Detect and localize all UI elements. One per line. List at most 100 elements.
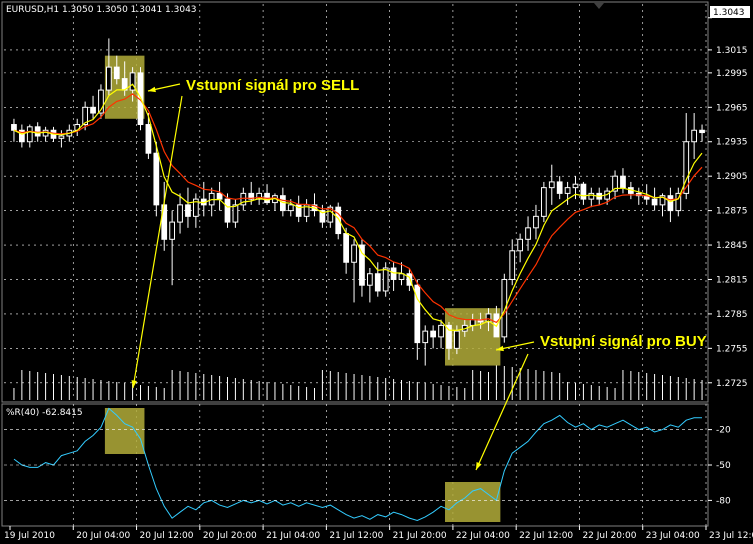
time-tick-label: 19 Jul 2010 bbox=[4, 531, 55, 541]
price-panel-frame bbox=[1, 1, 709, 403]
candle-bear bbox=[216, 192, 223, 200]
candle-bull bbox=[98, 89, 104, 114]
candle-bear bbox=[113, 66, 120, 80]
candle-bear bbox=[18, 129, 25, 143]
candle-bear bbox=[34, 126, 41, 137]
current-price-box bbox=[710, 6, 750, 18]
current-price-text: 1.3043 bbox=[713, 8, 745, 18]
price-tick-label: 1.2965 bbox=[716, 103, 748, 113]
candle-bear bbox=[145, 124, 152, 154]
candle-bear bbox=[406, 273, 413, 286]
candle-bear bbox=[430, 330, 437, 338]
price-tick-label: 1.3015 bbox=[716, 46, 748, 56]
price-tick-label: 1.2905 bbox=[716, 172, 748, 182]
candle-bear bbox=[390, 267, 397, 280]
candle-bear bbox=[359, 244, 365, 286]
time-tick-label: 23 Jul 12:00 bbox=[709, 531, 753, 541]
candle-bear bbox=[343, 233, 350, 263]
price-tick-label: 1.2995 bbox=[716, 69, 748, 79]
wpr-line bbox=[13, 407, 702, 522]
time-tick-label: 20 Jul 12:00 bbox=[140, 531, 194, 541]
time-tick-label: 21 Jul 04:00 bbox=[266, 531, 320, 541]
candle-bear bbox=[651, 198, 658, 206]
candle-bull bbox=[659, 195, 666, 206]
candle-bear bbox=[620, 175, 626, 189]
sell-arrow-indicator bbox=[132, 95, 183, 389]
candle-bull bbox=[169, 221, 176, 240]
candle-bull bbox=[572, 183, 579, 189]
price-tick-label: 1.2755 bbox=[716, 344, 748, 354]
candle-bear bbox=[90, 106, 96, 114]
buy-indicator-zone bbox=[445, 482, 501, 522]
buy-signal-annotation: Vstupní signál pro BUY bbox=[540, 333, 707, 350]
price-tick-label: 1.2725 bbox=[716, 379, 748, 389]
candle-bull bbox=[438, 324, 444, 338]
candle-bull bbox=[548, 181, 555, 189]
volume-bars bbox=[13, 365, 703, 400]
candle-bear bbox=[580, 183, 587, 200]
candle-bear bbox=[248, 192, 255, 200]
candle-bull bbox=[691, 129, 698, 143]
time-tick-label: 21 Jul 12:00 bbox=[329, 531, 383, 541]
williams-r-line bbox=[13, 407, 702, 522]
candle-bear bbox=[556, 181, 563, 194]
time-tick-label: 21 Jul 20:00 bbox=[393, 531, 447, 541]
candle-bull bbox=[533, 215, 539, 229]
candle-bear bbox=[319, 210, 326, 223]
candle-bear bbox=[224, 198, 231, 223]
candle-bull bbox=[501, 278, 508, 338]
sell-arrow-price-head bbox=[148, 86, 156, 93]
candle-bull bbox=[366, 273, 373, 286]
candle-bull bbox=[382, 267, 389, 292]
candle-bull bbox=[256, 192, 263, 200]
price-axis[interactable]: 1.3015 1.2995 1.2965 1.2935 1.2905 1.2875 1.28… bbox=[708, 17, 748, 389]
candle-bull bbox=[287, 204, 294, 212]
time-tick-label: 22 Jul 12:00 bbox=[519, 531, 573, 541]
time-tick-label: 22 Jul 04:00 bbox=[456, 531, 510, 541]
candle-bull bbox=[105, 66, 112, 91]
candle-bull bbox=[351, 244, 357, 263]
candle-bull bbox=[232, 204, 239, 223]
candle-bull bbox=[517, 238, 524, 252]
indicator-axis: -20 -50 -80 bbox=[4, 426, 731, 506]
candle-bull bbox=[485, 313, 492, 323]
ma-slow-line bbox=[13, 93, 703, 324]
chart-shift-icon[interactable] bbox=[594, 3, 604, 9]
candle-bull bbox=[469, 319, 476, 326]
price-tick-label: 1.2785 bbox=[716, 310, 748, 320]
candle-bear bbox=[153, 152, 160, 206]
candle-bull bbox=[509, 250, 516, 280]
price-tick-label: 1.2935 bbox=[716, 138, 748, 148]
candle-bull bbox=[129, 72, 136, 91]
candle-bull bbox=[26, 126, 33, 143]
sell-arrow-indicator-head bbox=[131, 380, 137, 388]
candle-bear bbox=[699, 129, 705, 134]
price-tick-label: 1.2875 bbox=[716, 207, 748, 217]
buy-arrow-price-head bbox=[496, 345, 504, 352]
candle-bull bbox=[683, 141, 690, 194]
time-axis[interactable]: 19 Jul 2010 20 Jul 04:00 20 Jul 12:00 20 Ju… bbox=[4, 526, 753, 541]
time-tick-label: 22 Jul 20:00 bbox=[582, 531, 636, 541]
price-tick-label: 1.2815 bbox=[716, 275, 748, 285]
candle-bear bbox=[414, 284, 421, 344]
time-tick-label: 20 Jul 04:00 bbox=[76, 531, 130, 541]
annotation-arrows bbox=[131, 83, 535, 471]
ma-fast-line bbox=[13, 83, 703, 332]
candle-bull bbox=[612, 175, 618, 192]
time-tick-label: 20 Jul 20:00 bbox=[203, 531, 257, 541]
candle-bull bbox=[327, 206, 334, 223]
candle-bull bbox=[540, 187, 547, 217]
candle-bear bbox=[335, 206, 342, 235]
candle-bear bbox=[374, 273, 381, 292]
price-tick-label: 1.2845 bbox=[716, 241, 748, 251]
sell-signal-annotation: Vstupní signál pro SELL bbox=[186, 77, 359, 94]
buy-arrow-indicator-head bbox=[476, 462, 482, 470]
buy-arrow-indicator bbox=[475, 353, 529, 471]
candle-bull bbox=[422, 330, 429, 344]
moving-average-lines bbox=[13, 83, 703, 332]
time-tick-label: 23 Jul 04:00 bbox=[646, 531, 700, 541]
candle-bull bbox=[675, 192, 682, 212]
sell-indicator-zone bbox=[104, 408, 145, 454]
candle-bull bbox=[453, 330, 460, 349]
